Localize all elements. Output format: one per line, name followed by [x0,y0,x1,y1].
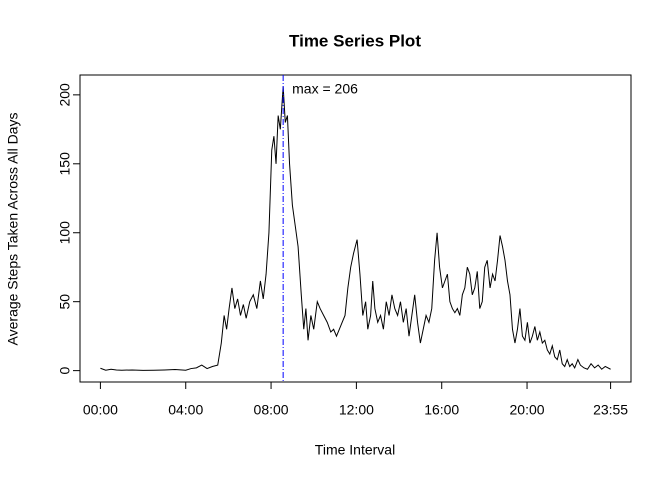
x-tick-label: 16:00 [424,402,459,418]
y-tick-label: 200 [57,83,73,107]
chart-title: Time Series Plot [289,31,421,50]
y-tick-label: 0 [57,367,73,375]
x-tick-label: 08:00 [254,402,289,418]
y-tick-label: 50 [57,294,73,310]
x-tick-label: 20:00 [510,402,545,418]
x-tick-label: 12:00 [339,402,374,418]
x-tick-label: 23:55 [593,402,628,418]
x-tick-label: 00:00 [83,402,118,418]
max-annotation: max = 206 [292,81,358,97]
x-tick-label: 04:00 [168,402,203,418]
x-axis-label: Time Interval [315,442,395,458]
data-line [100,86,611,371]
y-axis-label: Average Steps Taken Across All Days [5,113,21,346]
plot-frame [79,74,632,383]
y-tick-label: 150 [57,152,73,176]
y-tick-label: 100 [57,221,73,245]
